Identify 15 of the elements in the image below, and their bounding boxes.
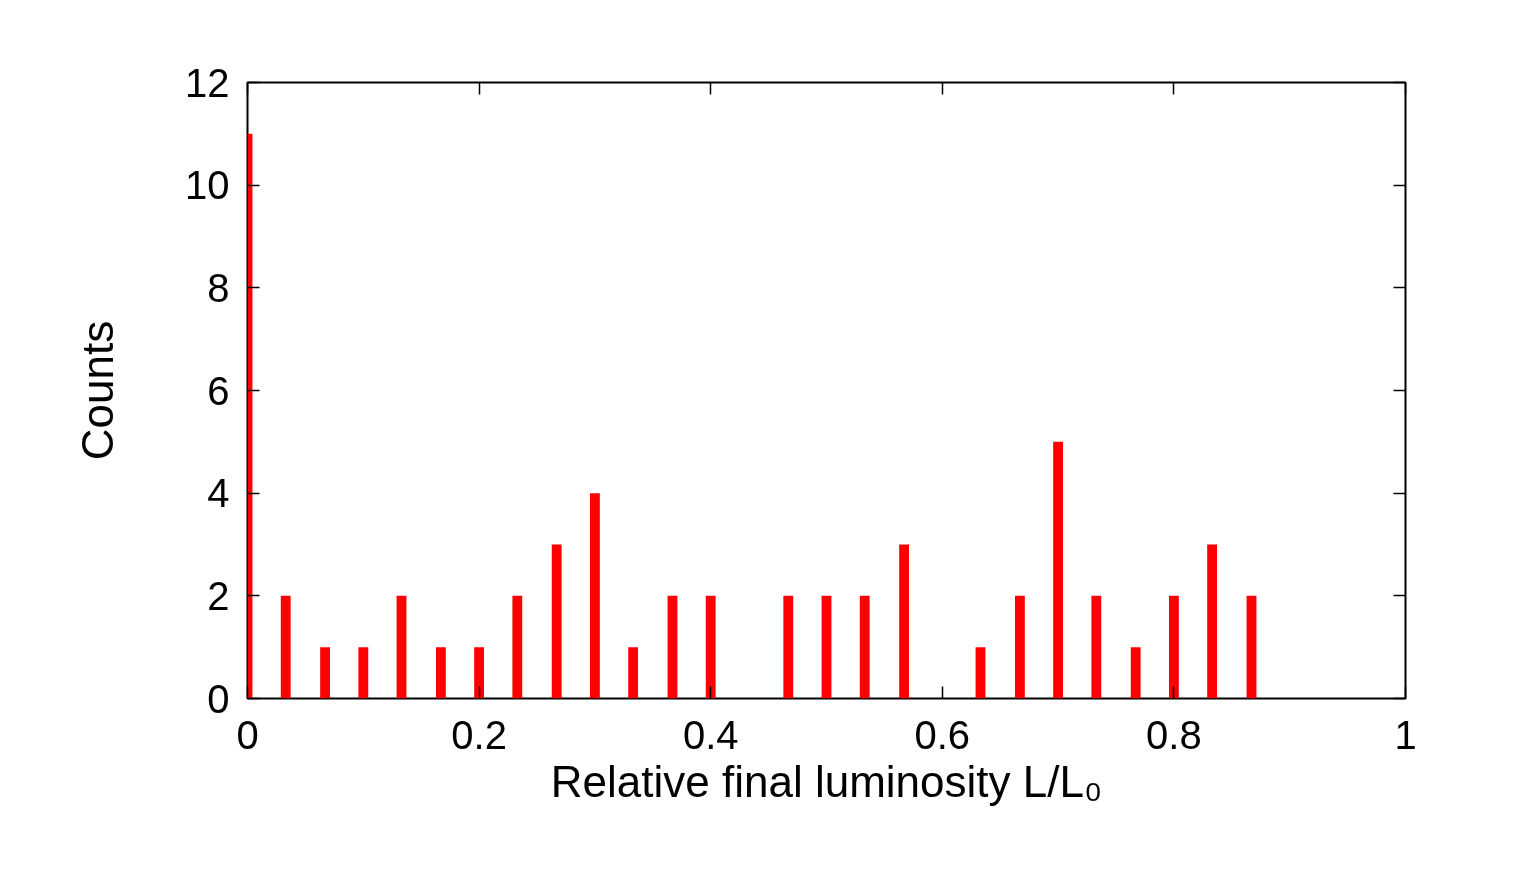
x-tick-label: 0.6 <box>914 712 971 757</box>
y-tick-label: 10 <box>185 163 230 208</box>
x-tick-label: 0 <box>236 712 259 757</box>
x-tick-label: 1 <box>1394 712 1417 757</box>
y-tick-label: 0 <box>207 676 230 721</box>
y-tick-label: 12 <box>185 60 230 105</box>
y-tick-label: 6 <box>207 368 230 413</box>
y-tick-label: 2 <box>207 573 230 618</box>
x-tick-label: 0.8 <box>1146 712 1202 757</box>
y-axis-title: Counts <box>73 320 123 461</box>
x-tick-label: 0.2 <box>451 712 507 757</box>
y-tick-label: 8 <box>207 265 230 310</box>
y-tick-label: 4 <box>207 471 230 516</box>
x-axis-title: Relative final luminosity L/L₀ <box>550 756 1103 806</box>
x-tick-label: 0.4 <box>682 712 739 757</box>
